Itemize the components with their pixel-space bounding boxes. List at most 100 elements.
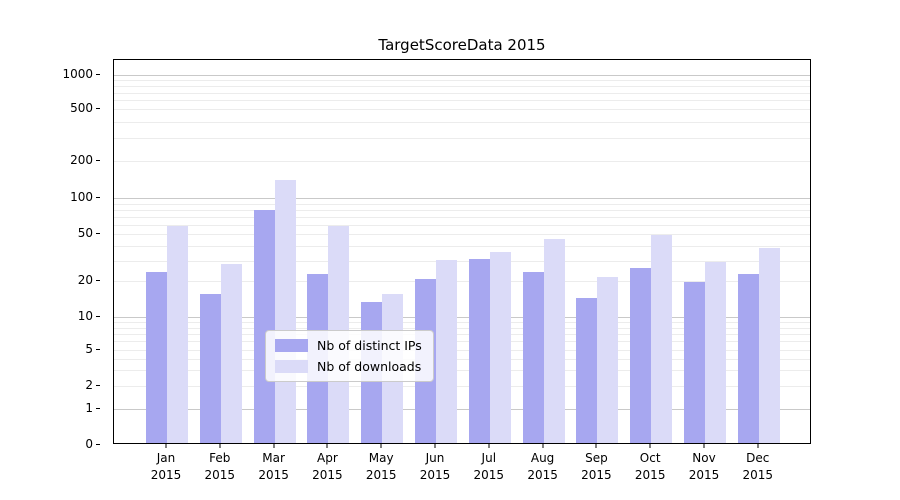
y-tick-label-100: 100: [70, 190, 93, 205]
y-tick-mark-1000: [96, 74, 100, 75]
gridline-900: [114, 80, 810, 82]
bar-distinct_ips-jan: [146, 272, 167, 443]
y-tick-mark-20: [96, 280, 100, 282]
gridline-20: [114, 281, 810, 283]
x-tick-mark-may: [380, 444, 382, 448]
y-tick-mark-50: [96, 233, 100, 235]
y-tick-mark-1: [96, 408, 100, 409]
x-tick-label-jun: Jun 2015: [419, 451, 451, 483]
x-tick-mark-aug: [542, 444, 544, 448]
bar-downloads-oct: [651, 235, 673, 443]
x-tick-label-nov: Nov 2015: [688, 451, 720, 483]
y-tick-mark-200: [96, 160, 100, 162]
gridline-400: [114, 121, 810, 123]
gridline-200: [114, 161, 810, 163]
x-tick-label-aug: Aug 2015: [527, 451, 558, 483]
y-tick-label-20: 20: [77, 273, 93, 288]
bar-downloads-sep: [597, 276, 619, 443]
y-tick-label-5: 5: [85, 341, 93, 356]
x-tick-label-apr: Apr 2015: [312, 451, 343, 483]
y-tick-label-200: 200: [70, 153, 93, 168]
gridline-60: [114, 224, 810, 226]
x-tick-label-jan: Jan 2015: [150, 451, 182, 483]
y-tick-mark-100: [96, 197, 100, 199]
gridline-8: [114, 327, 810, 329]
gridline-4: [114, 358, 810, 360]
y-tick-label-500: 500: [70, 101, 93, 115]
gridline-10: [114, 317, 810, 318]
gridline-7: [114, 333, 810, 335]
y-tick-mark-500: [96, 108, 100, 109]
plot-area: [113, 59, 811, 444]
y-tick-label-0: 0: [85, 437, 93, 451]
gridline-700: [114, 92, 810, 94]
y-tick-mark-10: [96, 316, 100, 317]
x-tick-label-dec: Dec 2015: [742, 451, 774, 483]
bar-distinct_ips-jul: [468, 258, 490, 443]
bar-downloads-jul: [489, 252, 511, 443]
x-tick-mark-jun: [434, 444, 436, 448]
x-tick-mark-nov: [703, 444, 705, 448]
gridline-80: [114, 209, 810, 211]
legend-item-distinct-ips: Nb of distinct IPs: [275, 338, 422, 353]
gridline-40: [114, 245, 810, 247]
x-tick-label-mar: Mar 2015: [258, 451, 289, 483]
gridline-100: [114, 198, 810, 200]
x-tick-mark-jul: [488, 444, 490, 448]
gridline-1: [114, 409, 810, 410]
bar-distinct_ips-oct: [630, 267, 652, 443]
gridline-70: [114, 216, 810, 218]
y-tick-label-50: 50: [77, 226, 93, 241]
gridline-30: [114, 260, 810, 262]
legend-swatch-downloads: [275, 360, 308, 373]
gridline-9: [114, 322, 810, 323]
legend-swatch-distinct-ips: [275, 339, 308, 352]
gridline-6: [114, 341, 810, 343]
x-axis: Jan 2015 Feb 2015 Mar 2015 Apr 2015 May 2015 Jun 20…: [113, 444, 811, 494]
legend: Nb of distinct IPs Nb of downloads: [265, 330, 434, 382]
chart-title: TargetScoreData 2015: [378, 36, 546, 54]
bar-downloads-dec: [758, 247, 780, 443]
gridline-5: [114, 349, 810, 351]
y-tick-mark-2: [96, 385, 100, 387]
gridline-500: [114, 109, 810, 110]
gridline-50: [114, 234, 810, 236]
x-tick-label-sep: Sep 2015: [581, 451, 612, 483]
y-tick-label-2: 2: [85, 378, 93, 393]
x-tick-mark-mar: [273, 444, 275, 448]
x-tick-mark-sep: [595, 444, 597, 448]
bar-downloads-nov: [705, 262, 726, 443]
x-tick-label-may: May 2015: [365, 451, 397, 483]
x-tick-mark-dec: [757, 444, 759, 448]
bar-downloads-jan: [167, 226, 188, 443]
x-tick-label-feb: Feb 2015: [204, 451, 236, 483]
gridline-300: [114, 138, 810, 140]
x-tick-mark-apr: [326, 444, 328, 448]
x-tick-mark-feb: [219, 444, 221, 448]
bar-downloads-feb: [220, 263, 242, 443]
bar-distinct_ips-sep: [576, 297, 598, 443]
bar-distinct_ips-feb: [199, 294, 221, 443]
x-tick-mark-jan: [165, 444, 167, 448]
y-tick-mark-5: [96, 348, 100, 350]
y-tick-mark-0: [96, 444, 100, 445]
gridline-90: [114, 203, 810, 205]
x-tick-label-oct: Oct 2015: [634, 451, 666, 483]
x-tick-label-jul: Jul 2015: [473, 451, 505, 483]
legend-label-distinct-ips: Nb of distinct IPs: [317, 338, 422, 353]
bar-downloads-mar: [274, 180, 296, 443]
bar-downloads-jun: [436, 260, 457, 443]
x-tick-mark-oct: [649, 444, 651, 448]
bar-downloads-aug: [543, 238, 565, 443]
y-axis: 1000 500 200 100 50 20 10 5 2 1 0: [0, 59, 113, 451]
gridline-2: [114, 386, 810, 388]
gridline-1000: [114, 75, 810, 76]
legend-item-downloads: Nb of downloads: [275, 359, 422, 374]
bar-distinct_ips-mar: [253, 209, 275, 443]
legend-label-downloads: Nb of downloads: [317, 359, 422, 374]
bar-distinct_ips-dec: [737, 274, 759, 443]
y-tick-label-10: 10: [77, 309, 93, 323]
gridline-600: [114, 100, 810, 102]
y-tick-label-1000: 1000: [62, 67, 93, 81]
